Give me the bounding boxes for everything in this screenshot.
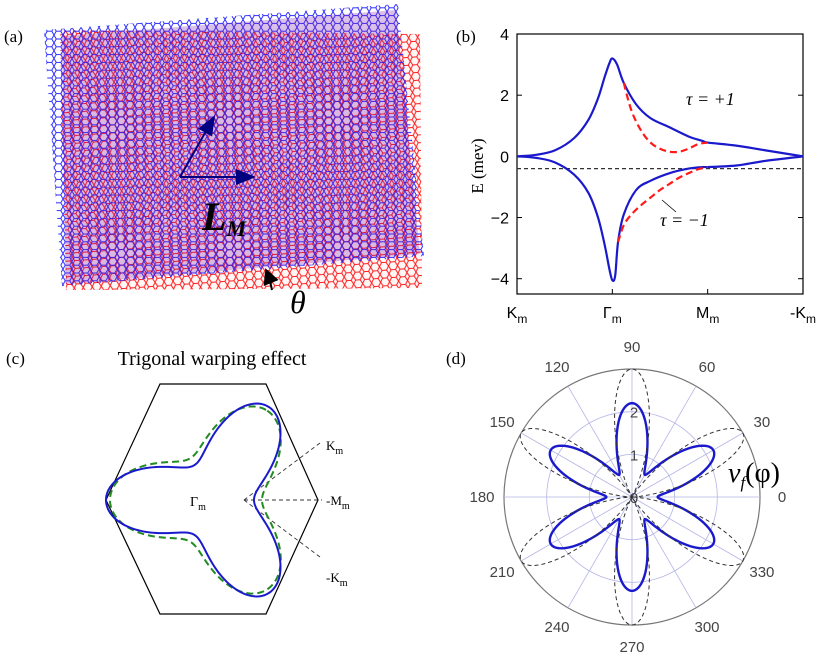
angle-spoke [520, 432, 633, 498]
angle-tick-label: 0 [778, 489, 786, 506]
polar-series-1 [519, 368, 745, 626]
plot-b-axes: −4 −2 0 2 4 Km Γm Mm -Km [491, 27, 816, 326]
radial-tick-label: 2 [630, 405, 638, 422]
panel-d-label: (d) [446, 349, 466, 368]
annotation-leader [661, 199, 677, 213]
y-tick-label: 0 [500, 149, 509, 166]
angle-tick-label: 90 [624, 339, 641, 356]
angle-tick-label: 180 [469, 489, 494, 506]
plot-b-series [516, 57, 804, 283]
angle-arrow [263, 268, 279, 291]
y-tick-label: −4 [491, 272, 509, 289]
angle-spoke [631, 432, 744, 498]
panel-b-label: (b) [456, 27, 476, 46]
radial-tick-label: 0 [630, 490, 638, 507]
gamma-label: Γm [190, 495, 206, 513]
angle-tick-label: 60 [699, 359, 716, 376]
y-tick-label: 4 [500, 27, 509, 44]
band-series-1 [516, 155, 804, 283]
panel-c-label: (c) [6, 349, 25, 368]
angle-tick-label: 300 [694, 619, 719, 636]
x-tick-label: Km [507, 305, 528, 326]
annotation-tau-plus: τ = +1 [686, 89, 735, 109]
y-axis-label: E (mev) [468, 138, 487, 193]
angle-spoke [567, 385, 633, 498]
polar-series [519, 368, 745, 626]
minus-k-label: -Km [326, 570, 348, 589]
plot-b-frame [516, 33, 804, 295]
lattice-vector-2 [179, 115, 215, 178]
angle-tick-label: 30 [754, 414, 771, 431]
angle-tick-label: 150 [490, 414, 515, 431]
angle-tick-label: 240 [544, 619, 569, 636]
band-series-2 [622, 82, 708, 154]
angle-spoke [520, 496, 633, 562]
y-tick-label: 2 [500, 88, 509, 105]
panel-d: (d) 0 30 60 90 120 150 180 210 240 270 300 330 0 1 2 v… [446, 339, 786, 656]
brillouin-hexagon [105, 383, 319, 615]
m-label: -Mm [326, 493, 350, 512]
vector-label: LM [201, 194, 247, 241]
band-series-0 [516, 57, 804, 158]
angle-tick-label: 270 [619, 639, 644, 656]
polar-curve-label: vf(φ) [728, 458, 780, 492]
annotation-tau-minus: τ = −1 [660, 210, 709, 230]
angle-tick-label: 120 [544, 359, 569, 376]
y-tick-label: −2 [491, 211, 509, 228]
solid-contour [104, 402, 282, 598]
symmetry-lines [243, 442, 322, 558]
angle-tick-label: 330 [749, 564, 774, 581]
panel-b: (b) −4 −2 0 2 4 Km Γm Mm -Km τ = +1 τ = −1 E (me… [456, 27, 816, 326]
top-lattice [44, 4, 424, 286]
x-tick-label: -Km [790, 305, 816, 326]
angle-spoke [631, 496, 697, 609]
k-label: Km [326, 438, 343, 457]
panel-a-label: (a) [4, 27, 23, 46]
overlap-tint [62, 10, 420, 284]
panel-c: (c) Trigonal warping effect Γm Km -Mm -K… [6, 348, 350, 615]
radial-tick-label: 1 [630, 447, 638, 464]
angle-label: θ [290, 284, 306, 320]
angle-spoke [631, 496, 744, 562]
polar-grid: 0 30 60 90 120 150 180 210 240 270 300 330 0 1 2 [469, 339, 786, 656]
x-tick-label: Mm [696, 305, 719, 326]
panel-c-title: Trigonal warping effect [118, 348, 307, 370]
angle-spoke [567, 496, 633, 609]
band-series-3 [617, 165, 708, 243]
angle-spoke [631, 385, 697, 498]
panel-a: (a) LM θ [4, 4, 424, 320]
angle-tick-label: 210 [490, 564, 515, 581]
x-tick-label: Γm [603, 305, 622, 326]
polar-series-0 [548, 401, 716, 593]
